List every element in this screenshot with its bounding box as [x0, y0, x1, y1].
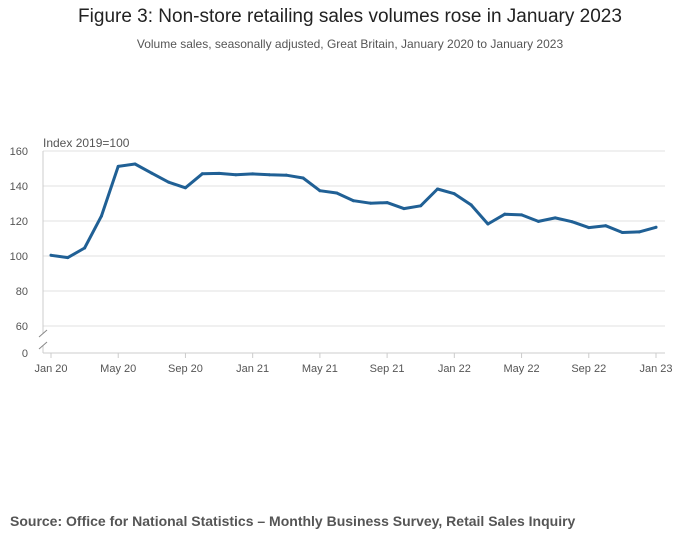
data-point — [402, 207, 406, 211]
data-point — [83, 246, 87, 250]
series-layer — [49, 162, 658, 260]
x-tick-label: Jan 20 — [34, 363, 67, 375]
data-point — [66, 256, 70, 260]
data-point — [604, 224, 608, 228]
x-tick-label: Sep 22 — [571, 363, 606, 375]
y-tick-label: 80 — [16, 286, 28, 298]
data-point — [553, 216, 557, 220]
y-tick-label: 140 — [10, 181, 28, 193]
data-point — [654, 225, 658, 229]
data-point — [637, 230, 641, 234]
x-tick-label: Jan 22 — [438, 363, 471, 375]
data-point — [318, 189, 322, 193]
y-axis-unit-label: Index 2019=100 — [43, 136, 130, 150]
data-point — [419, 204, 423, 208]
data-point — [150, 171, 154, 175]
data-point — [251, 172, 255, 176]
x-tick-label: Sep 20 — [168, 363, 203, 375]
data-point — [620, 231, 624, 235]
y-tick-label: 100 — [10, 251, 28, 263]
y-tick-label: 0 — [22, 348, 28, 360]
data-point — [436, 187, 440, 191]
y-tick-label: 120 — [10, 216, 28, 228]
x-tick-label: Jan 23 — [639, 363, 672, 375]
gridlines — [43, 150, 665, 327]
data-point — [469, 203, 473, 207]
data-point — [301, 176, 305, 180]
data-point — [116, 164, 120, 168]
x-axis-ticks: Jan 20 May 20 Sep 20 Jan 21 May 21 Sep 21 Jan … — [34, 353, 673, 375]
data-point — [99, 214, 103, 218]
axis-break-mark-lower — [38, 341, 48, 350]
data-point — [536, 219, 540, 223]
data-point — [352, 199, 355, 203]
source-note: Source: Office for National Statistics –… — [10, 513, 576, 529]
data-point — [49, 253, 53, 257]
x-tick-label: May 20 — [100, 363, 136, 375]
data-point — [368, 201, 372, 205]
data-point — [267, 173, 271, 177]
x-tick-label: Sep 21 — [370, 363, 405, 375]
data-point — [167, 180, 171, 184]
y-axis-ticks: 0 60 80 100 120 140 160 — [10, 146, 28, 360]
series-line — [49, 162, 658, 260]
chart-subtitle: Volume sales, seasonally adjusted, Great… — [136, 37, 564, 51]
data-point — [200, 172, 204, 176]
x-tick-label: May 22 — [504, 363, 540, 375]
data-point — [284, 173, 288, 177]
data-point — [385, 201, 389, 205]
y-tick-label: 60 — [16, 321, 28, 333]
data-point — [587, 226, 591, 230]
x-tick-label: May 21 — [302, 363, 338, 375]
data-point — [183, 186, 187, 190]
chart-title: Figure 3: Non-store retailing sales volu… — [78, 6, 622, 27]
data-point — [452, 192, 456, 196]
data-point — [503, 212, 507, 216]
y-tick-label: 160 — [10, 146, 28, 158]
data-point — [486, 222, 490, 226]
axes: Index 2019=100 — [38, 136, 665, 354]
x-tick-label: Jan 21 — [236, 363, 269, 375]
data-point — [217, 171, 221, 175]
data-point — [234, 173, 238, 177]
axis-break-mark-upper — [38, 329, 48, 338]
data-point — [133, 162, 137, 166]
data-point — [520, 213, 524, 217]
data-point — [335, 191, 339, 195]
data-point — [570, 220, 574, 224]
